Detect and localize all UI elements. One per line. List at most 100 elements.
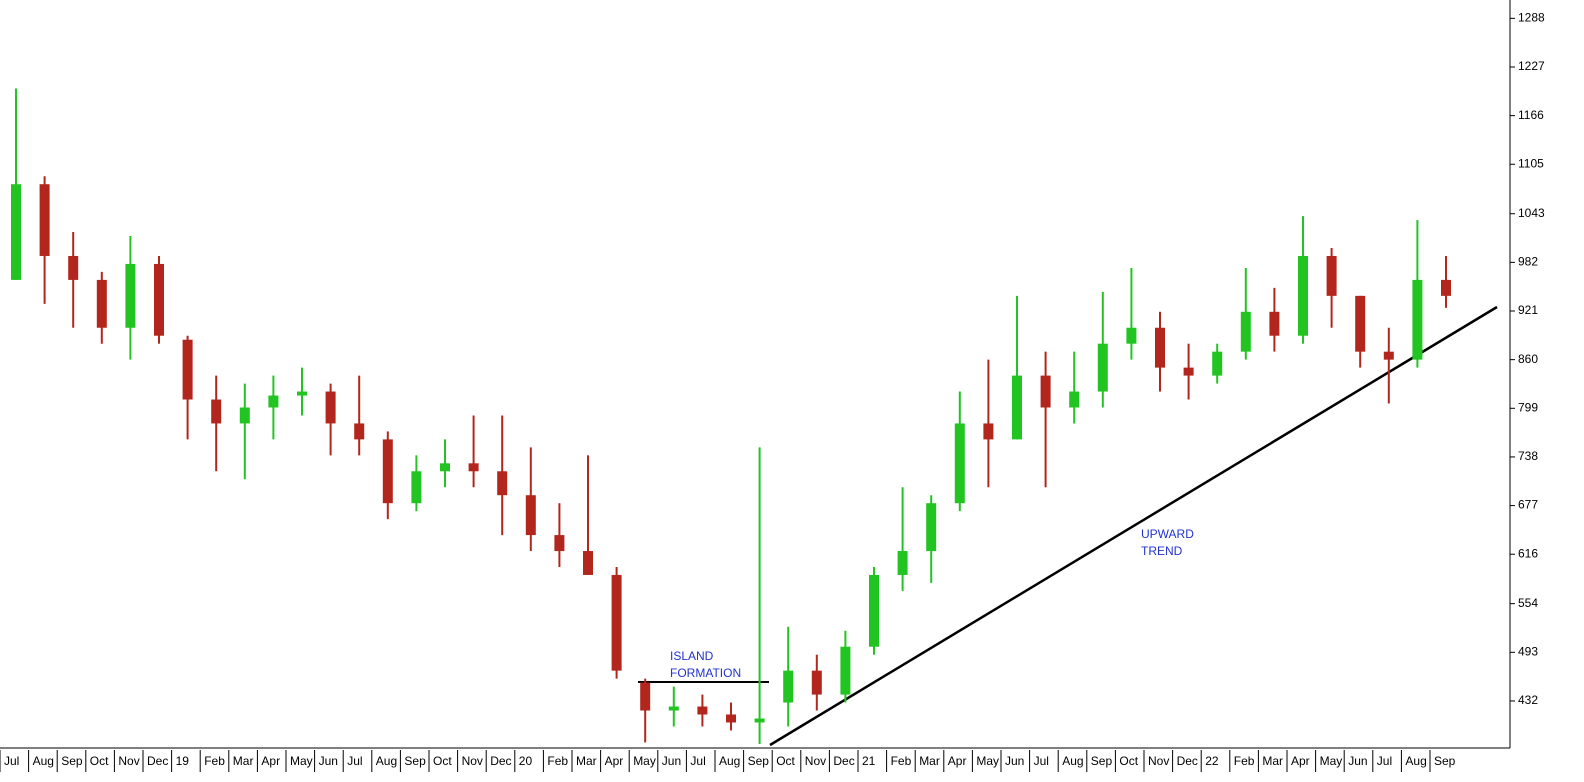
y-tick-label: 1227 xyxy=(1518,59,1545,73)
candle-body xyxy=(211,399,222,424)
x-tick-label: 22 xyxy=(1205,754,1219,768)
candle-body xyxy=(1040,375,1051,408)
candle-body xyxy=(554,535,565,552)
x-tick-label: Jul xyxy=(1034,754,1049,768)
x-tick-label: Sep xyxy=(404,754,426,768)
candle-body xyxy=(1326,255,1337,296)
x-tick-label: Jun xyxy=(319,754,338,768)
x-tick-label: Mar xyxy=(233,754,254,768)
candle-body xyxy=(583,551,593,575)
candle-body xyxy=(1240,311,1251,352)
y-tick-label: 1166 xyxy=(1518,108,1544,122)
x-tick-label: Apr xyxy=(261,754,280,768)
x-tick-label: Mar xyxy=(576,754,597,768)
x-tick-label: Aug xyxy=(376,754,397,768)
annotation: UPWARD xyxy=(1141,527,1194,541)
candle-body xyxy=(640,682,651,711)
x-tick-label: May xyxy=(1320,754,1343,768)
annotation: ISLAND xyxy=(670,649,714,663)
candle-body xyxy=(1383,351,1394,360)
annotation: FORMATION xyxy=(670,666,741,680)
y-tick-label: 677 xyxy=(1518,498,1538,512)
candle-body xyxy=(697,706,708,715)
x-tick-label: 19 xyxy=(176,754,190,768)
candle-body xyxy=(1355,295,1366,352)
candle-body xyxy=(96,279,107,328)
x-tick-label: Feb xyxy=(204,754,225,768)
candle-body xyxy=(297,391,307,396)
candle-body xyxy=(1097,343,1108,392)
candle-body xyxy=(325,391,336,424)
x-tick-label: Apr xyxy=(1291,754,1310,768)
x-tick-label: Jun xyxy=(1005,754,1024,768)
x-tick-label: Oct xyxy=(1119,754,1138,768)
candle-body xyxy=(525,495,536,536)
y-tick-label: 982 xyxy=(1518,255,1538,269)
x-tick-label: Sep xyxy=(61,754,83,768)
candle-body xyxy=(1183,367,1194,376)
x-tick-label: Aug xyxy=(1062,754,1083,768)
x-tick-label: Nov xyxy=(118,754,139,768)
x-tick-label: Feb xyxy=(891,754,912,768)
candle-body xyxy=(1155,327,1165,368)
y-tick-label: 1043 xyxy=(1518,206,1545,220)
x-tick-label: Jun xyxy=(1348,754,1367,768)
candle-body xyxy=(869,574,879,647)
x-tick-label: May xyxy=(290,754,313,768)
candle-body xyxy=(411,471,422,504)
candle-body xyxy=(39,184,50,256)
candle-body xyxy=(754,718,765,723)
x-tick-label: Mar xyxy=(919,754,940,768)
y-tick-label: 738 xyxy=(1518,449,1538,463)
x-tick-label: Sep xyxy=(1091,754,1113,768)
y-tick-label: 432 xyxy=(1518,693,1538,707)
x-tick-label: Jul xyxy=(1377,754,1392,768)
trend-line xyxy=(769,305,1498,747)
y-tick-label: 1288 xyxy=(1518,11,1545,25)
candle-body xyxy=(926,503,937,552)
y-tick-label: 1105 xyxy=(1518,156,1544,170)
x-tick-label: Oct xyxy=(90,754,109,768)
x-tick-label: Sep xyxy=(1434,754,1456,768)
candle-body xyxy=(1212,351,1223,376)
x-tick-label: May xyxy=(633,754,656,768)
candle-body xyxy=(1126,327,1137,344)
x-tick-label: Dec xyxy=(1177,754,1198,768)
candle-body xyxy=(954,423,965,504)
candle-body xyxy=(811,670,822,695)
x-tick-label: Oct xyxy=(433,754,452,768)
y-tick-label: 860 xyxy=(1518,352,1538,366)
x-tick-label: Aug xyxy=(1405,754,1426,768)
candle-body xyxy=(382,439,393,504)
candle-body xyxy=(68,255,79,280)
candle-body xyxy=(1412,279,1423,360)
x-tick-label: Nov xyxy=(1148,754,1169,768)
candle-body xyxy=(1012,375,1022,440)
candle-body xyxy=(840,646,851,695)
candle-body xyxy=(668,706,679,711)
x-tick-label: Mar xyxy=(1262,754,1283,768)
x-tick-label: Oct xyxy=(776,754,795,768)
y-tick-label: 493 xyxy=(1518,644,1538,658)
x-tick-label: Sep xyxy=(748,754,770,768)
x-tick-label: Jul xyxy=(4,754,19,768)
x-tick-label: Jun xyxy=(662,754,681,768)
y-tick-label: 799 xyxy=(1518,400,1538,414)
x-tick-label: Feb xyxy=(1234,754,1255,768)
candle-body xyxy=(239,407,250,424)
candle-body xyxy=(354,423,365,440)
candle-body xyxy=(125,263,136,328)
candle-body xyxy=(783,670,794,703)
x-tick-label: May xyxy=(976,754,999,768)
y-tick-label: 554 xyxy=(1518,596,1538,610)
y-tick-label: 921 xyxy=(1518,303,1538,317)
x-tick-label: Nov xyxy=(462,754,483,768)
x-tick-label: Dec xyxy=(147,754,168,768)
candle-body xyxy=(983,423,994,440)
x-tick-label: Aug xyxy=(719,754,740,768)
x-tick-label: 21 xyxy=(862,754,876,768)
candle-body xyxy=(1069,391,1080,408)
candle-body xyxy=(11,184,21,280)
